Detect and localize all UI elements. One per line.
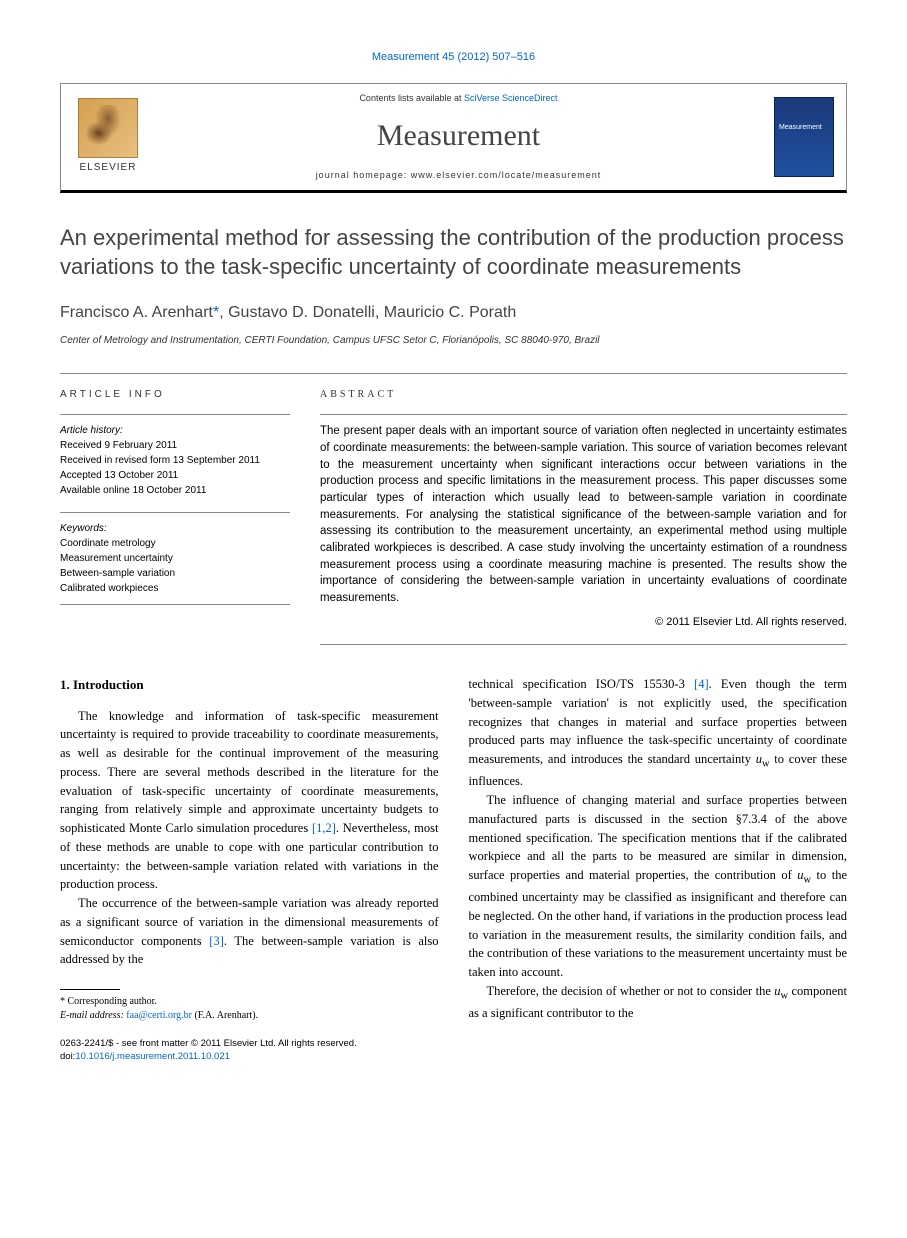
- email-line: E-mail address: faa@certi.org.br (F.A. A…: [60, 1009, 439, 1023]
- body-paragraph: The occurrence of the between-sample var…: [60, 894, 439, 969]
- article-history-block: Article history: Received 9 February 201…: [60, 414, 290, 498]
- citation-link[interactable]: [3]: [209, 934, 224, 948]
- body-paragraph: Therefore, the decision of whether or no…: [469, 982, 848, 1023]
- publisher-name: ELSEVIER: [80, 161, 137, 175]
- history-item: Received in revised form 13 September 20…: [60, 453, 290, 468]
- left-column: 1. Introduction The knowledge and inform…: [60, 675, 439, 1064]
- keyword-item: Calibrated workpieces: [60, 581, 290, 596]
- citation-link[interactable]: [1,2]: [312, 821, 336, 835]
- citation-link[interactable]: [4]: [694, 677, 709, 691]
- issn-line: 0263-2241/$ - see front matter © 2011 El…: [60, 1037, 439, 1050]
- authors-line: Francisco A. Arenhart*, Gustavo D. Donat…: [60, 302, 847, 324]
- keywords-label: Keywords:: [60, 521, 290, 536]
- keyword-item: Between-sample variation: [60, 566, 290, 581]
- history-label: Article history:: [60, 423, 290, 438]
- section-1-heading: 1. Introduction: [60, 675, 439, 695]
- article-title: An experimental method for assessing the…: [60, 223, 847, 282]
- journal-homepage: journal homepage: www.elsevier.com/locat…: [143, 169, 774, 182]
- right-column: technical specification ISO/TS 15530-3 […: [469, 675, 848, 1064]
- contents-available-line: Contents lists available at SciVerse Sci…: [143, 92, 774, 105]
- doi-link[interactable]: 10.1016/j.measurement.2011.10.021: [75, 1051, 230, 1062]
- page-footer: 0263-2241/$ - see front matter © 2011 El…: [60, 1037, 439, 1064]
- history-item: Accepted 13 October 2011: [60, 468, 290, 483]
- body-paragraph: The influence of changing material and s…: [469, 791, 848, 982]
- article-info-column: ARTICLE INFO Article history: Received 9…: [60, 388, 290, 645]
- doi-line: doi:10.1016/j.measurement.2011.10.021: [60, 1050, 439, 1063]
- abstract-text: The present paper deals with an importan…: [320, 414, 847, 606]
- abstract-copyright: © 2011 Elsevier Ltd. All rights reserved…: [320, 615, 847, 630]
- sciencedirect-link[interactable]: SciVerse ScienceDirect: [464, 93, 558, 103]
- keyword-item: Measurement uncertainty: [60, 551, 290, 566]
- body-paragraph: technical specification ISO/TS 15530-3 […: [469, 675, 848, 791]
- journal-header: ELSEVIER Contents lists available at Sci…: [60, 83, 847, 192]
- abstract-column: ABSTRACT The present paper deals with an…: [320, 388, 847, 645]
- keyword-item: Coordinate metrology: [60, 536, 290, 551]
- corresponding-footnote: * Corresponding author. E-mail address: …: [60, 995, 439, 1023]
- affiliation: Center of Metrology and Instrumentation,…: [60, 334, 847, 348]
- abstract-heading: ABSTRACT: [320, 388, 847, 402]
- email-link[interactable]: faa@certi.org.br: [126, 1010, 192, 1021]
- body-paragraph: The knowledge and information of task-sp…: [60, 707, 439, 895]
- journal-reference: Measurement 45 (2012) 507–516: [60, 50, 847, 65]
- keywords-block: Keywords: Coordinate metrology Measureme…: [60, 512, 290, 605]
- history-item: Received 9 February 2011: [60, 438, 290, 453]
- elsevier-tree-icon: [78, 98, 138, 158]
- body-two-column: 1. Introduction The knowledge and inform…: [60, 675, 847, 1064]
- article-info-heading: ARTICLE INFO: [60, 388, 290, 402]
- journal-name: Measurement: [143, 115, 774, 157]
- elsevier-logo: ELSEVIER: [73, 97, 143, 177]
- header-center: Contents lists available at SciVerse Sci…: [143, 92, 774, 181]
- footnote-rule: [60, 989, 120, 990]
- history-item: Available online 18 October 2011: [60, 483, 290, 498]
- journal-cover-thumbnail: [774, 97, 834, 177]
